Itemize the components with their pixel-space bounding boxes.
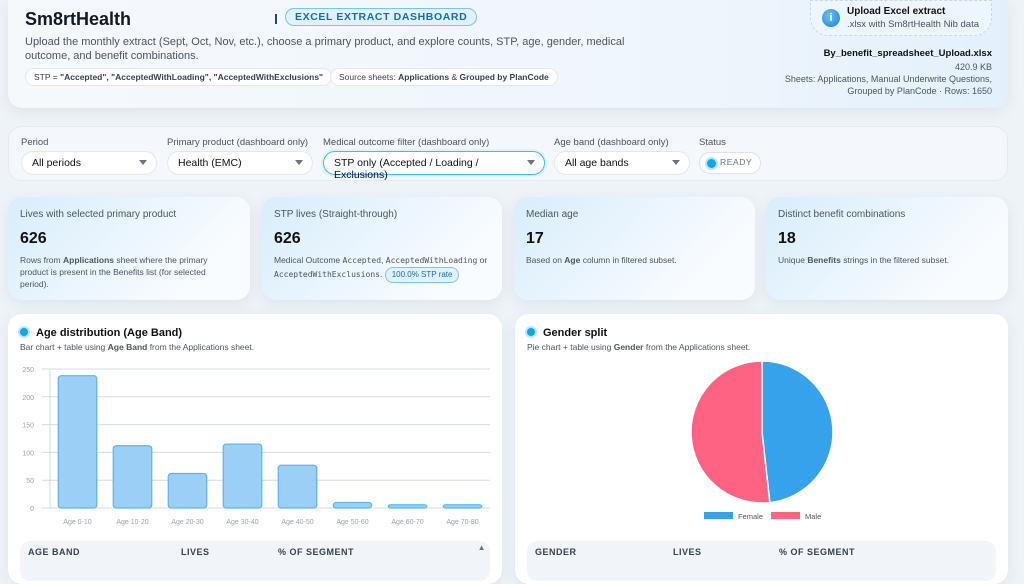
chevron-down-icon [295,160,303,165]
kpi-description: Rows from Applications sheet where the p… [20,255,208,289]
period-label: Period [21,137,49,148]
upload-excel-button[interactable]: i Upload Excel extract .xlsx with Sm8rtH… [810,0,992,36]
age-band-select[interactable]: All age bands [554,151,690,175]
column-header[interactable]: AGE BAND [28,547,81,557]
medical-outcome-select[interactable]: STP only (Accepted / Loading / Exclusion… [323,151,545,181]
x-tick-label: Age 40-50 [281,519,313,526]
age-table-header: AGE BAND LIVES % OF SEGMENT ▲ [20,541,490,581]
bar [442,504,483,509]
kpi-value: 626 [20,230,47,247]
kpi-median-age: Median age 17 Based on Age column in fil… [514,197,755,300]
column-header[interactable]: % OF SEGMENT [779,547,856,557]
y-tick-label: 150 [22,423,34,430]
file-size: 420.9 KB [954,62,992,72]
stp-rate-badge: 100.0% STP rate [384,267,460,283]
gender-pie-chart: Female Male [690,360,834,521]
chevron-down-icon [139,160,147,165]
kpi-benefit-combinations: Distinct benefit combinations 18 Unique … [766,197,1008,300]
kpi-title: STP lives (Straight-through) [274,209,398,220]
pie-slice-male [690,360,771,504]
upload-subtitle: .xlsx with Sm8rtHealth Nib data [847,19,979,30]
age-distribution-panel: Age distribution (Age Band) Bar chart + … [8,314,502,584]
panel-title: Gender split [543,327,608,339]
outcome-label: Medical outcome filter (dashboard only) [323,137,490,148]
x-tick-label: Age 0-10 [63,519,92,526]
y-tick-label: 100 [22,450,34,457]
kpi-value: 18 [778,230,796,247]
upload-icon: i [822,9,840,27]
column-header[interactable]: % OF SEGMENT [278,547,355,557]
legend-label: Male [805,512,821,521]
panel-subtitle: Pie chart + table using Gender from the … [527,342,751,352]
status-label: Status [699,137,726,148]
product-label: Primary product (dashboard only) [167,137,308,148]
age-band-label: Age band (dashboard only) [554,137,669,148]
kpi-value: 17 [526,230,544,247]
legend-label: Female [738,512,763,521]
kpi-title: Median age [526,209,579,220]
period-select[interactable]: All periods [21,151,157,175]
gender-split-panel: Gender split Pie chart + table using Gen… [515,314,1008,584]
status-dot-icon [707,159,716,168]
file-sheets: Sheets: Applications, Manual Underwrite … [784,74,992,96]
chevron-down-icon [527,160,535,165]
column-header[interactable]: LIVES [673,547,702,557]
dashboard-badge: EXCEL EXTRACT DASHBOARD [285,8,478,26]
kpi-lives: Lives with selected primary product 626 … [8,197,250,300]
y-tick-label: 250 [22,367,34,374]
age-bar-chart: 0 50 100 150 200 250 Age 0-10 Age 10-20 Age 20-3… [22,367,490,526]
panel-title: Age distribution (Age Band) [36,327,183,339]
y-tick-label: 50 [26,478,34,485]
upload-title: Upload Excel extract [847,6,946,17]
section-dot-icon [20,328,28,336]
column-header[interactable]: LIVES [181,547,210,557]
pie-slice-female [761,360,834,504]
kpi-description: Based on Age column in filtered subset. [526,255,677,265]
header-description: Upload the monthly extract (Sept, Oct, N… [25,36,625,62]
y-tick-label: 0 [30,506,34,513]
legend-swatch [704,512,733,519]
source-sheets-chip: Source sheets: Applications & Grouped by… [330,68,558,86]
panel-subtitle: Bar chart + table using Age Band from th… [20,342,255,352]
bar [222,443,263,509]
x-tick-label: Age 20-30 [171,519,203,526]
chevron-down-icon [672,160,680,165]
stp-definition-chip: STP = "Accepted", "AcceptedWithLoading",… [25,68,333,86]
kpi-description: Medical Outcome Accepted, AcceptedWithLo… [274,254,494,283]
text-cursor [275,14,277,24]
kpi-description: Unique Benefits strings in the filtered … [778,255,950,265]
x-tick-label: Age 70-80 [446,519,478,526]
x-tick-label: Age 50-60 [336,519,368,526]
file-name: By_benefit_spreadsheet_Upload.xlsx [823,48,992,59]
y-tick-label: 200 [22,395,34,402]
column-header[interactable]: GENDER [535,547,577,557]
bar [277,464,318,509]
bar [332,501,373,509]
kpi-title: Distinct benefit combinations [778,209,906,220]
kpi-value: 626 [274,230,301,247]
filter-bar: Period All periods Primary product (dash… [8,126,1008,181]
x-tick-label: Age 30-40 [226,519,258,526]
x-tick-label: Age 60-70 [391,519,423,526]
x-tick-label: Age 10-20 [116,519,148,526]
header-card: Sm8rtHealth EXCEL EXTRACT DASHBOARD Uplo… [8,0,1008,108]
kpi-stp-lives: STP lives (Straight-through) 626 Medical… [262,197,502,300]
bar [112,445,153,509]
primary-product-select[interactable]: Health (EMC) [167,151,313,175]
file-info: By_benefit_spreadsheet_Upload.xlsx 420.9… [772,48,992,97]
bar [167,472,208,509]
legend-swatch [771,512,800,519]
status-badge: READY [699,152,762,174]
gender-table-header: GENDER LIVES % OF SEGMENT [527,541,996,581]
brand-name: Sm8rtHealth [25,9,132,29]
kpi-title: Lives with selected primary product [20,209,177,220]
scroll-up-icon[interactable]: ▲ [477,543,486,552]
bar [57,375,98,509]
section-dot-icon [527,328,535,336]
bar [387,504,428,509]
